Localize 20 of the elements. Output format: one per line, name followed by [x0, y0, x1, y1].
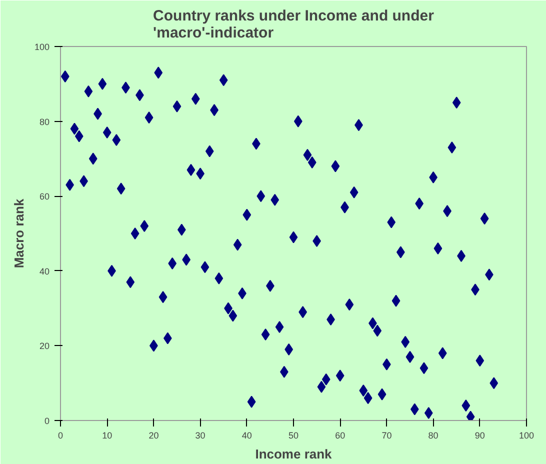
x-tick-label: 90 — [474, 430, 485, 440]
x-tick-label: 20 — [148, 430, 159, 440]
chart-title: Country ranks under Income and under 'macro'-indicator — [153, 8, 434, 42]
x-tick-label: 0 — [58, 430, 64, 440]
y-axis-title: Macro rank — [11, 198, 26, 268]
y-tick-label: 0 — [44, 416, 50, 426]
x-tick-label: 100 — [518, 430, 534, 440]
x-axis-title: Income rank — [255, 446, 333, 462]
x-tick-label: 30 — [195, 430, 206, 440]
x-tick-label: 60 — [335, 430, 346, 440]
y-tick-label: 60 — [39, 192, 50, 202]
x-tick-label: 50 — [288, 430, 299, 440]
x-tick-label: 40 — [242, 430, 252, 440]
x-tick-label: 80 — [428, 430, 438, 440]
x-tick-label: 10 — [102, 430, 112, 440]
y-tick-label: 100 — [34, 42, 50, 52]
y-tick-label: 20 — [39, 341, 50, 352]
y-tick-label: 40 — [39, 266, 50, 276]
x-tick-label: 70 — [382, 430, 392, 440]
y-tick-label: 80 — [39, 116, 50, 127]
